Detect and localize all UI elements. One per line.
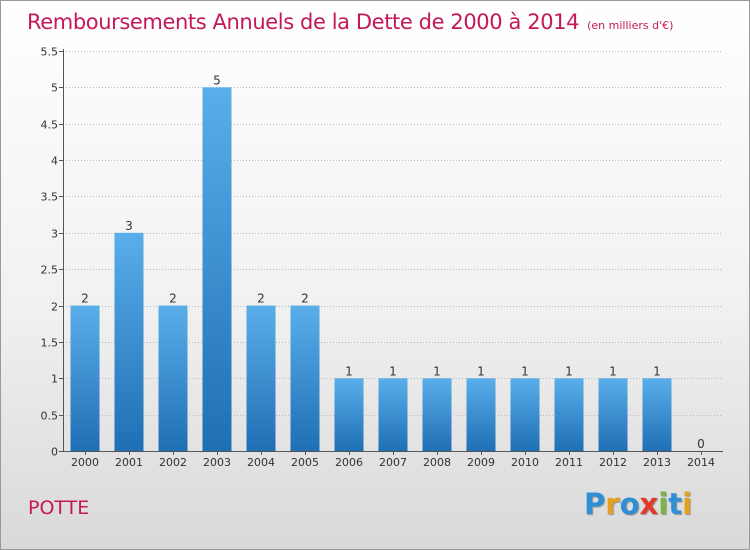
x-tick-label: 2010 xyxy=(511,456,539,469)
bar xyxy=(422,378,452,451)
bar-value-label: 1 xyxy=(477,364,485,378)
chart-title: Remboursements Annuels de la Dette de 20… xyxy=(27,10,673,34)
x-tick-label: 2004 xyxy=(247,456,275,469)
bar xyxy=(334,378,364,451)
x-tick-label: 2007 xyxy=(379,456,407,469)
y-tick-label: 4.5 xyxy=(41,119,59,132)
chart-title-text: Remboursements Annuels de la Dette de 20… xyxy=(27,10,580,34)
x-tick-label: 2003 xyxy=(203,456,231,469)
y-tick-label: 5.5 xyxy=(41,46,59,59)
x-tick-label: 2009 xyxy=(467,456,495,469)
y-tick-label: 0 xyxy=(51,446,58,459)
bar-value-label: 1 xyxy=(565,364,573,378)
bar-value-label: 1 xyxy=(345,364,353,378)
x-tick-label: 2002 xyxy=(159,456,187,469)
bar xyxy=(642,378,672,451)
x-tick-label: 2005 xyxy=(291,456,319,469)
x-tick-label: 2014 xyxy=(687,456,715,469)
proxiti-logo: Proxiti xyxy=(584,487,692,521)
bar xyxy=(378,378,408,451)
bar-value-label: 2 xyxy=(257,292,265,306)
bar xyxy=(466,378,496,451)
x-tick-label: 2012 xyxy=(599,456,627,469)
logo-letter: i xyxy=(682,487,693,521)
y-tick-label: 1.5 xyxy=(41,337,59,350)
bar xyxy=(158,305,188,451)
y-tick-label: 2.5 xyxy=(41,264,59,277)
bar xyxy=(114,232,144,451)
y-tick-label: 0.5 xyxy=(41,410,59,423)
logo-letter: x xyxy=(639,487,659,521)
bar xyxy=(554,378,584,451)
bar-value-label: 0 xyxy=(697,437,705,451)
bar xyxy=(70,305,100,451)
bar-value-label: 2 xyxy=(301,292,309,306)
x-tick-label: 2013 xyxy=(643,456,671,469)
x-tick-label: 2001 xyxy=(115,456,143,469)
bar-value-label: 1 xyxy=(389,364,397,378)
x-tick-label: 2000 xyxy=(71,456,99,469)
chart-subtitle: (en milliers d'€) xyxy=(587,19,674,32)
commune-name: POTTE xyxy=(28,497,90,519)
logo-letter: P xyxy=(584,487,606,521)
y-tick-label: 3.5 xyxy=(41,191,59,204)
x-tick-label: 2008 xyxy=(423,456,451,469)
bar-value-label: 2 xyxy=(169,292,177,306)
bar-value-label: 1 xyxy=(521,364,529,378)
y-tick-label: 3 xyxy=(51,228,58,241)
bar xyxy=(510,378,540,451)
bar-value-label: 5 xyxy=(213,73,221,87)
logo-letter: t xyxy=(668,487,683,521)
logo-letter: i xyxy=(658,487,669,521)
logo-letter: r xyxy=(605,487,620,521)
y-tick-label: 4 xyxy=(51,155,58,168)
bar-value-label: 3 xyxy=(125,219,133,233)
y-tick-label: 5 xyxy=(51,82,58,95)
y-tick-label: 2 xyxy=(51,301,58,314)
x-tick-label: 2011 xyxy=(555,456,583,469)
bar xyxy=(202,87,232,451)
bar xyxy=(290,305,320,451)
bar xyxy=(598,378,628,451)
bar-value-label: 1 xyxy=(653,364,661,378)
bar-value-label: 2 xyxy=(81,292,89,306)
y-tick-label: 1 xyxy=(51,373,58,386)
bar-value-label: 1 xyxy=(609,364,617,378)
bar-value-label: 1 xyxy=(433,364,441,378)
bar xyxy=(246,305,276,451)
x-tick-label: 2006 xyxy=(335,456,363,469)
logo-letter: o xyxy=(619,487,640,521)
